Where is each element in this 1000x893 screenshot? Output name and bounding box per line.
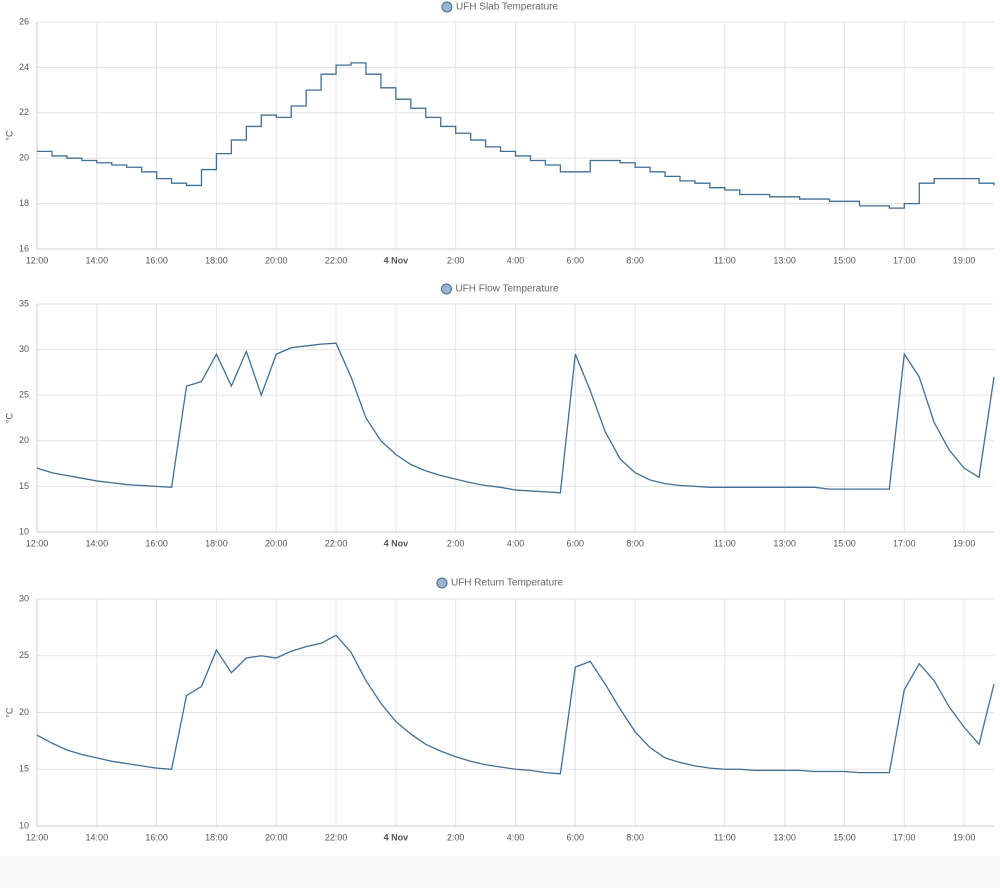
x-tick-label: 22:00 [325, 832, 348, 842]
x-tick-label: 12:00 [26, 538, 49, 548]
x-tick-label: 19:00 [953, 255, 976, 265]
series-line [36, 342, 995, 494]
x-tick-label: 11:00 [714, 538, 736, 548]
y-tick-label: 15 [19, 481, 29, 491]
legend-label: UFH Return Temperature [451, 578, 564, 589]
x-tick-label: 8:00 [626, 538, 644, 548]
x-tick-label: 18:00 [205, 832, 228, 842]
legend-label: UFH Flow Temperature [455, 284, 559, 295]
chart-panel: 16 18 20 22 24 26 12:00 14:00 16:00 18:00 20:00 22:… [4, 1, 995, 265]
y-tick-label: 30 [19, 593, 29, 603]
legend-marker [436, 577, 448, 589]
y-tick-label: 26 [19, 16, 29, 26]
x-tick-label: 20:00 [265, 538, 288, 548]
x-tick-label: 8:00 [626, 255, 644, 265]
x-tick-label: 20:00 [265, 255, 288, 265]
x-tick-label: 6:00 [567, 832, 585, 842]
x-tick-label: 18:00 [205, 255, 228, 265]
y-tick-label: 15 [19, 764, 29, 774]
x-tick-label: 11:00 [714, 255, 736, 265]
x-tick-label: 22:00 [325, 255, 348, 265]
y-tick-label: 10 [19, 526, 29, 536]
x-tick-label: 4:00 [507, 832, 525, 842]
x-tick-label: 14:00 [86, 538, 109, 548]
y-tick-label: 22 [19, 107, 29, 117]
footer-background [0, 856, 1000, 888]
x-tick-label: 16:00 [145, 832, 168, 842]
x-tick-label: 12:00 [26, 832, 49, 842]
x-tick-label: 12:00 [26, 255, 49, 265]
y-tick-label: 25 [19, 390, 29, 400]
x-tick-label: 11:00 [714, 832, 736, 842]
x-tick-label: 18:00 [205, 538, 228, 548]
x-tick-label: 13:00 [773, 832, 796, 842]
x-tick-label: 15:00 [833, 832, 856, 842]
y-tick-label: 16 [19, 243, 29, 253]
x-tick-label: 17:00 [893, 538, 916, 548]
x-tick-label: 16:00 [145, 255, 168, 265]
y-tick-label: 24 [19, 62, 29, 72]
x-tick-label: 4:00 [507, 255, 525, 265]
y-tick-label: 10 [19, 820, 29, 830]
y-axis-label: °C [4, 412, 14, 423]
series-line [37, 62, 995, 209]
y-tick-label: 20 [19, 435, 29, 445]
x-tick-label: 14:00 [86, 255, 109, 265]
x-tick-label: 22:00 [325, 538, 348, 548]
y-tick-label: 25 [19, 650, 29, 660]
x-tick-label: 14:00 [86, 832, 109, 842]
x-tick-label: 15:00 [833, 538, 856, 548]
y-tick-label: 35 [19, 298, 29, 308]
x-tick-label: 17:00 [893, 255, 916, 265]
x-tick-label: 2:00 [447, 255, 465, 265]
x-tick-label: 19:00 [953, 832, 976, 842]
chart-panel: 10 15 20 25 30 35 12:00 14:00 16:00 18:00 20:00 22:… [4, 283, 995, 548]
x-tick-label: 16:00 [145, 538, 168, 548]
x-tick-label: 8:00 [626, 832, 644, 842]
legend-label: UFH Slab Temperature [456, 2, 559, 13]
x-tick-label: 4 Nov [384, 538, 409, 548]
x-tick-label: 4 Nov [384, 255, 409, 265]
x-tick-label: 6:00 [567, 538, 585, 548]
x-tick-label: 4:00 [507, 538, 525, 548]
y-axis-label: °C [4, 130, 14, 141]
x-tick-label: 15:00 [833, 255, 856, 265]
x-tick-label: 4 Nov [384, 832, 409, 842]
x-tick-label: 13:00 [773, 255, 796, 265]
x-tick-label: 2:00 [447, 538, 465, 548]
legend-marker [441, 1, 453, 13]
x-tick-label: 2:00 [447, 832, 465, 842]
legend-marker [440, 283, 452, 295]
y-tick-label: 30 [19, 344, 29, 354]
x-tick-label: 6:00 [567, 255, 585, 265]
x-tick-label: 19:00 [953, 538, 976, 548]
chart-panel: 10 15 20 25 30 12:00 14:00 16:00 18:00 20:00 22:00… [4, 577, 995, 842]
y-tick-label: 20 [19, 153, 29, 163]
series-line [36, 634, 995, 775]
x-tick-label: 13:00 [773, 538, 796, 548]
x-tick-label: 17:00 [893, 832, 916, 842]
y-tick-label: 20 [19, 707, 29, 717]
y-tick-label: 18 [19, 198, 29, 208]
y-axis-label: °C [4, 707, 14, 718]
x-tick-label: 20:00 [265, 832, 288, 842]
